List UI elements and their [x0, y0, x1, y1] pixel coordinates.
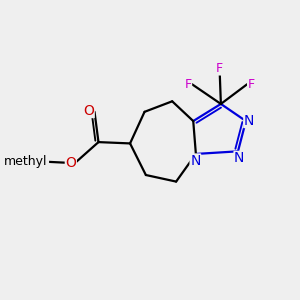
Text: N: N	[190, 154, 200, 168]
Text: O: O	[83, 103, 94, 118]
Text: methyl: methyl	[5, 155, 49, 168]
Text: N: N	[234, 152, 244, 165]
Text: O: O	[65, 156, 76, 170]
Text: F: F	[216, 62, 223, 75]
Text: methyl: methyl	[4, 155, 47, 168]
Text: F: F	[248, 78, 255, 91]
Text: N: N	[244, 113, 254, 128]
Text: F: F	[184, 78, 191, 91]
Text: methyl: methyl	[4, 155, 47, 168]
